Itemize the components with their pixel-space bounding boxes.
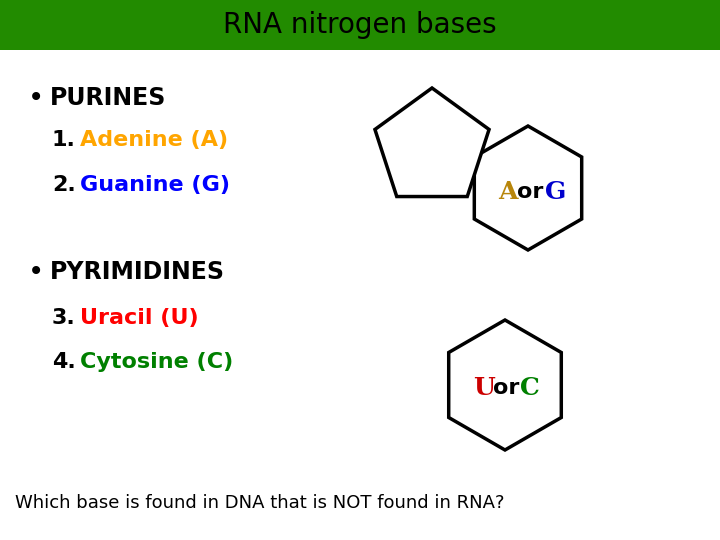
- Text: C: C: [520, 376, 540, 400]
- Text: Which base is found in DNA that is NOT found in RNA?: Which base is found in DNA that is NOT f…: [15, 494, 505, 512]
- Text: RNA nitrogen bases: RNA nitrogen bases: [223, 11, 497, 39]
- Polygon shape: [449, 320, 562, 450]
- Text: 1.: 1.: [52, 130, 76, 150]
- Text: G: G: [545, 180, 567, 204]
- Text: PURINES: PURINES: [50, 86, 166, 110]
- Polygon shape: [375, 88, 489, 197]
- Text: A: A: [498, 180, 518, 204]
- Text: 3.: 3.: [52, 308, 76, 328]
- Text: or: or: [492, 378, 519, 398]
- Bar: [0, 0, 720, 50]
- Text: PYRIMIDINES: PYRIMIDINES: [50, 260, 225, 284]
- Text: Uracil (U): Uracil (U): [80, 308, 199, 328]
- Text: 4.: 4.: [52, 352, 76, 372]
- Text: •: •: [28, 258, 44, 286]
- Text: Guanine (G): Guanine (G): [80, 175, 230, 195]
- Text: Cytosine (C): Cytosine (C): [80, 352, 233, 372]
- Polygon shape: [474, 126, 582, 250]
- Text: or: or: [517, 182, 543, 202]
- Text: Adenine (A): Adenine (A): [80, 130, 228, 150]
- Text: •: •: [28, 84, 44, 112]
- Text: U: U: [473, 376, 495, 400]
- Text: 2.: 2.: [52, 175, 76, 195]
